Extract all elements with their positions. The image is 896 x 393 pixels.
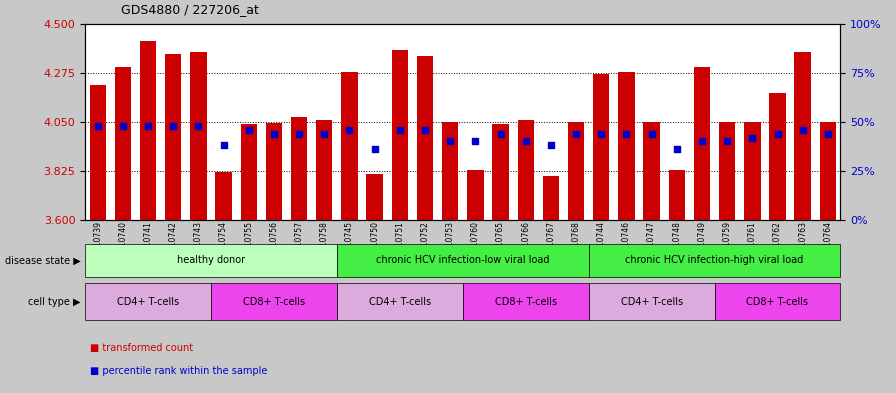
Bar: [795, 52, 811, 220]
Bar: [643, 122, 659, 220]
Point: [367, 146, 382, 152]
Bar: [316, 119, 332, 220]
Point: [418, 127, 432, 133]
Bar: [165, 54, 181, 220]
Text: ■ transformed count: ■ transformed count: [90, 343, 193, 353]
Point: [720, 138, 735, 145]
Text: chronic HCV infection-high viral load: chronic HCV infection-high viral load: [625, 255, 804, 265]
Bar: [291, 118, 307, 220]
Point: [116, 123, 130, 129]
Point: [569, 130, 583, 137]
Point: [90, 123, 105, 129]
Bar: [493, 124, 509, 220]
Bar: [90, 85, 106, 220]
Point: [644, 130, 659, 137]
Point: [519, 138, 533, 145]
Text: chronic HCV infection-low viral load: chronic HCV infection-low viral load: [376, 255, 549, 265]
Point: [694, 138, 709, 145]
Text: GDS4880 / 227206_at: GDS4880 / 227206_at: [121, 3, 259, 16]
Point: [443, 138, 457, 145]
Point: [166, 123, 180, 129]
Text: disease state ▶: disease state ▶: [4, 255, 81, 265]
Point: [821, 130, 835, 137]
Bar: [442, 122, 459, 220]
Bar: [719, 122, 736, 220]
Point: [669, 146, 684, 152]
Point: [469, 138, 483, 145]
Bar: [417, 56, 433, 220]
Text: CD8+ T-cells: CD8+ T-cells: [243, 297, 305, 307]
Bar: [241, 124, 257, 220]
Point: [594, 130, 608, 137]
Bar: [115, 67, 131, 220]
Point: [745, 134, 760, 141]
Bar: [745, 122, 761, 220]
Bar: [543, 176, 559, 220]
Point: [267, 130, 281, 137]
Text: CD4+ T-cells: CD4+ T-cells: [621, 297, 683, 307]
Bar: [190, 52, 207, 220]
Bar: [341, 72, 358, 220]
Point: [796, 127, 810, 133]
Point: [242, 127, 256, 133]
Text: cell type ▶: cell type ▶: [28, 297, 81, 307]
Text: healthy donor: healthy donor: [177, 255, 246, 265]
Bar: [518, 119, 534, 220]
Bar: [568, 122, 584, 220]
Bar: [668, 170, 685, 220]
Text: CD4+ T-cells: CD4+ T-cells: [369, 297, 431, 307]
Point: [544, 142, 558, 149]
Bar: [618, 72, 634, 220]
Bar: [820, 122, 836, 220]
Bar: [266, 123, 282, 220]
Point: [494, 130, 508, 137]
Bar: [215, 172, 232, 220]
Point: [141, 123, 155, 129]
Point: [392, 127, 407, 133]
Text: CD4+ T-cells: CD4+ T-cells: [117, 297, 179, 307]
Bar: [770, 94, 786, 220]
Bar: [593, 74, 609, 220]
Bar: [694, 67, 711, 220]
Bar: [467, 170, 484, 220]
Bar: [366, 174, 383, 220]
Text: CD8+ T-cells: CD8+ T-cells: [495, 297, 556, 307]
Text: ■ percentile rank within the sample: ■ percentile rank within the sample: [90, 366, 267, 376]
Point: [619, 130, 633, 137]
Point: [191, 123, 205, 129]
Point: [292, 130, 306, 137]
Bar: [392, 50, 408, 220]
Point: [317, 130, 332, 137]
Point: [771, 130, 785, 137]
Point: [217, 142, 231, 149]
Point: [342, 127, 357, 133]
Bar: [140, 41, 156, 220]
Text: CD8+ T-cells: CD8+ T-cells: [746, 297, 808, 307]
